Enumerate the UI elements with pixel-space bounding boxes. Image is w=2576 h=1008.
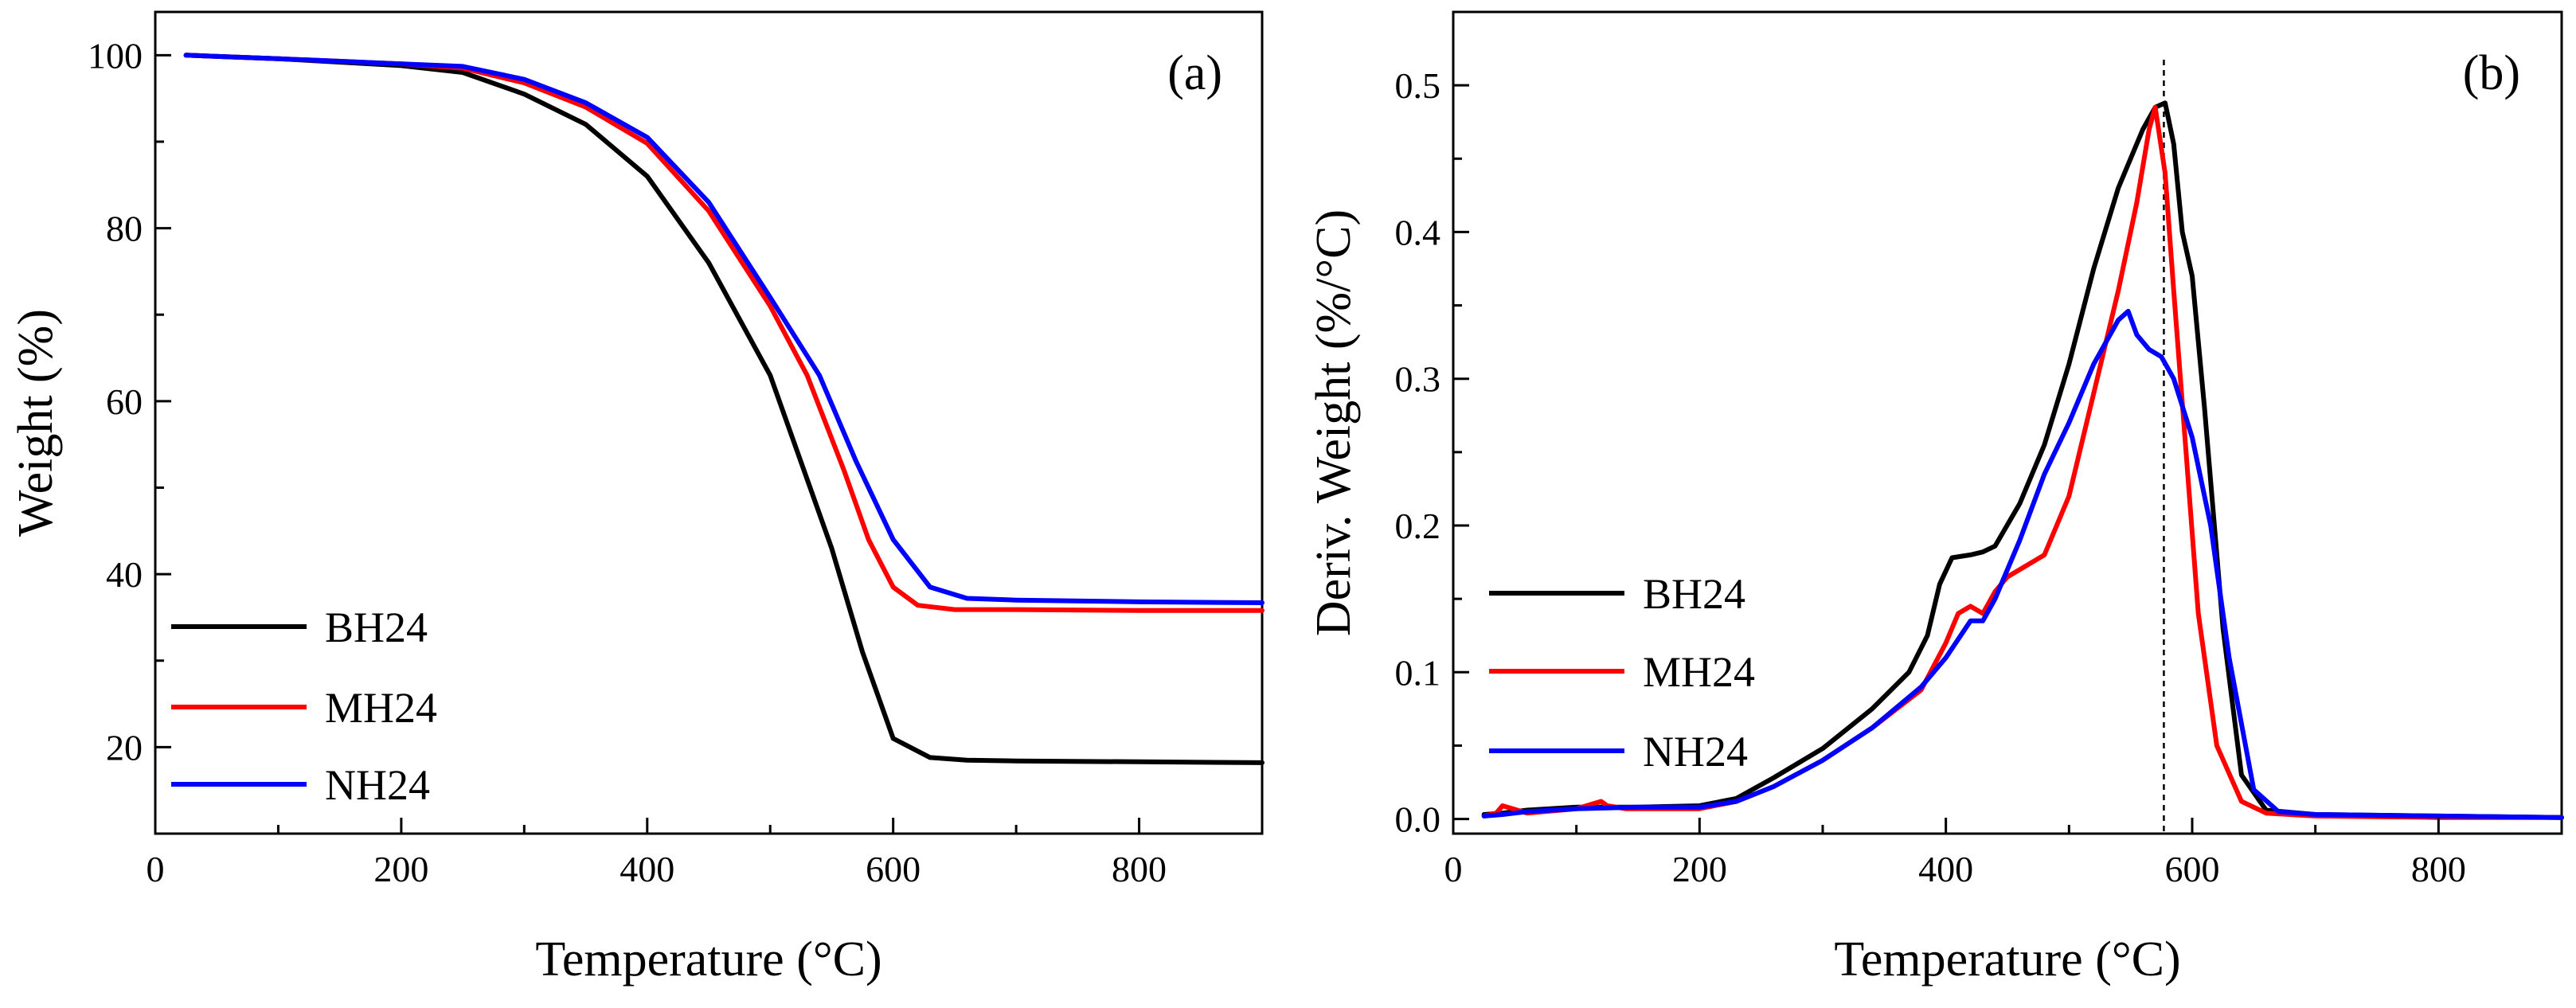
- panel-a-series-nh24: [183, 53, 1265, 605]
- panel-b-y-tick-label: 0.0: [1395, 799, 1441, 840]
- panel-a-ticks: 0 200 400 600 800 20 40 60 80 100: [88, 35, 1264, 889]
- panel-b-x-tick-label: 400: [1918, 849, 1973, 889]
- panel-b-series: [1481, 100, 2564, 820]
- panel-b-series-nh24: [1481, 308, 2564, 820]
- panel-b-label: (b): [2463, 46, 2520, 100]
- panel-b-y-tick-label: 0.1: [1395, 652, 1441, 693]
- panel-b-legend-label-nh24: NH24: [1643, 728, 1748, 776]
- panel-a-series-bh24: [183, 53, 1265, 765]
- panel-b-plot-frame: [1452, 10, 2563, 835]
- panel-b-y-tick-label: 0.4: [1395, 212, 1441, 252]
- panel-b-y-tick-label: 0.5: [1395, 65, 1441, 106]
- panel-a-y-tick-label: 40: [106, 554, 143, 595]
- panel-a-y-tick-label: 60: [106, 381, 143, 422]
- panel-b-y-tick-label: 0.3: [1395, 359, 1441, 400]
- panel-a-series: [183, 53, 1265, 765]
- panel-a-legend: BH24 MH24 NH24: [171, 604, 437, 809]
- panel-a-y-tick-label: 20: [106, 727, 143, 768]
- panel-a-plot-frame: [154, 10, 1264, 835]
- panel-b-ticks: 0 200 400 600 800 0.0 0.1 0.2 0.3 0.4 0.5: [1395, 10, 2563, 889]
- panel-a-x-tick-label: 0: [147, 849, 165, 889]
- panel-b-x-tick-label: 200: [1672, 849, 1727, 889]
- panel-a-x-tick-label: 200: [373, 849, 428, 889]
- panel-a-y-tick-label: 100: [88, 35, 143, 76]
- panel-a-x-tick-label: 800: [1112, 849, 1167, 889]
- panel-a-legend-label-bh24: BH24: [325, 604, 428, 651]
- panel-b-legend: BH24 MH24 NH24: [1489, 570, 1755, 776]
- panel-b-x-tick-label: 600: [2165, 849, 2220, 889]
- panel-b-y-tick-label: 0.2: [1395, 506, 1441, 546]
- panel-a-y-axis-title: Weight (%): [9, 309, 63, 537]
- panel-b-series-bh24: [1481, 100, 2564, 820]
- panel-b-derivative-chart: 0 200 400 600 800 0.0 0.1 0.2 0.3 0.4 0.5 (b) Temp…: [1307, 10, 2564, 987]
- panel-a-x-tick-label: 600: [866, 849, 921, 889]
- panel-a-label: (a): [1167, 46, 1222, 100]
- panel-b-legend-label-mh24: MH24: [1643, 648, 1755, 696]
- panel-a-x-axis-title: Temperature (°C): [535, 932, 881, 987]
- panel-a-x-tick-label: 400: [620, 849, 674, 889]
- panel-a-legend-label-nh24: NH24: [325, 761, 430, 809]
- panel-a-y-tick-label: 80: [106, 209, 143, 249]
- panel-b-x-axis-title: Temperature (°C): [1834, 932, 2180, 987]
- panel-b-y-axis-title: Deriv. Weight (%/°C): [1307, 209, 1361, 636]
- panel-a-legend-label-mh24: MH24: [325, 684, 437, 732]
- panel-b-legend-label-bh24: BH24: [1643, 570, 1745, 618]
- panel-b-x-tick-label: 800: [2411, 849, 2466, 889]
- panel-b-x-tick-label: 0: [1444, 849, 1463, 889]
- panel-a-weight-chart: 0 200 400 600 800 20 40 60 80 100 (a) Temperature…: [9, 10, 1265, 987]
